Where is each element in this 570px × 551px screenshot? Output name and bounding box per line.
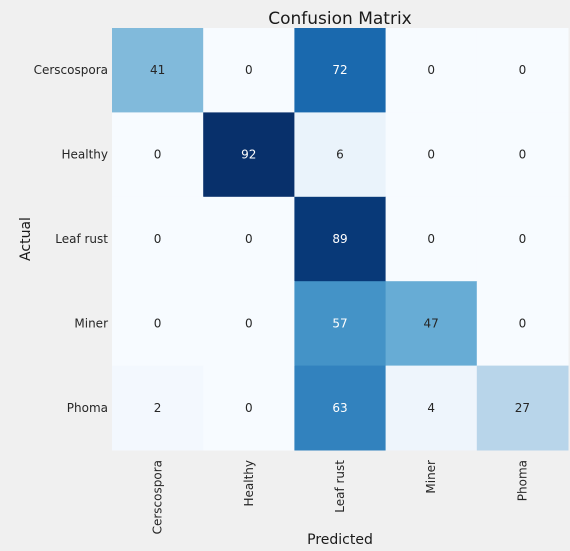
cell-value-label: 0: [519, 316, 527, 330]
y-tick-label: Healthy: [61, 148, 108, 162]
y-tick-label: Cerscospora: [34, 63, 108, 77]
y-tick-labels: Cerscospora Healthy Leaf rust Miner Phoma: [34, 63, 109, 415]
heatmap-cell: [294, 281, 387, 367]
cell-value-label: 89: [332, 232, 347, 246]
y-axis-title: Actual: [18, 217, 34, 261]
cell-value-label: 0: [427, 63, 435, 77]
heatmap-cell: [294, 196, 387, 282]
x-tick-label: Leaf rust: [333, 460, 347, 513]
cell-value-label: 47: [424, 316, 439, 330]
heatmap-cell: [385, 365, 478, 451]
heatmap-cell: [203, 196, 295, 282]
cell-value-label: 0: [245, 401, 253, 415]
heatmap-cell: [476, 112, 569, 198]
heatmap-cell: [385, 281, 478, 367]
cell-value-label: 57: [332, 316, 347, 330]
heatmap-cell: [385, 112, 478, 198]
cell-value-label: 0: [519, 232, 527, 246]
heatmap-cell: [203, 112, 295, 198]
heatmap-cell: [476, 28, 569, 113]
heatmap-cell: [112, 196, 204, 282]
y-tick-label: Leaf rust: [55, 232, 108, 246]
y-tick-label: Miner: [74, 316, 108, 330]
heatmap-cell: [112, 281, 204, 367]
cell-value-label: 0: [154, 316, 162, 330]
cell-value-label: 0: [154, 232, 162, 246]
heatmap-cell-labels: 41 0 72 0 0 0 92 6 0 0 0 0 89 0 0 0 0 57 47 0 2 0 63 4 27: [150, 63, 530, 415]
heatmap-cell: [294, 112, 387, 198]
cell-value-label: 0: [427, 148, 435, 162]
y-tick-label: Phoma: [67, 401, 108, 415]
chart-title: Confusion Matrix: [268, 9, 412, 29]
heatmap-cell: [476, 196, 569, 282]
cell-value-label: 63: [332, 401, 347, 415]
cell-value-label: 6: [336, 148, 344, 162]
cell-value-label: 41: [150, 63, 165, 77]
cell-value-label: 0: [245, 232, 253, 246]
heatmap-cell: [476, 365, 569, 451]
cell-value-label: 0: [245, 63, 253, 77]
heatmap-cell: [203, 365, 295, 451]
cell-value-label: 0: [519, 148, 527, 162]
x-tick-label: Cerscospora: [151, 460, 165, 534]
x-tick-labels: Cerscospora Healthy Leaf rust Miner Phoma: [151, 460, 530, 535]
heatmap-cell: [294, 28, 387, 113]
cell-value-label: 0: [154, 148, 162, 162]
heatmap-cell: [294, 365, 387, 451]
cell-value-label: 27: [515, 401, 530, 415]
cell-value-label: 0: [519, 63, 527, 77]
heatmap-cells: [112, 28, 569, 451]
cell-value-label: 2: [154, 401, 162, 415]
heatmap-cell: [385, 196, 478, 282]
heatmap-cell: [203, 281, 295, 367]
heatmap-cell: [112, 28, 204, 113]
heatmap-cell: [203, 28, 295, 113]
x-tick-label: Phoma: [515, 460, 529, 501]
heatmap-cell: [385, 28, 478, 113]
heatmap-cell: [112, 112, 204, 198]
heatmap-cell: [476, 281, 569, 367]
heatmap-cell: [112, 365, 204, 451]
cell-value-label: 72: [332, 63, 347, 77]
cell-value-label: 92: [241, 148, 256, 162]
cell-value-label: 0: [245, 316, 253, 330]
cell-value-label: 0: [427, 232, 435, 246]
x-tick-label: Miner: [424, 460, 438, 494]
x-tick-label: Healthy: [242, 460, 256, 507]
x-axis-title: Predicted: [307, 532, 373, 548]
cell-value-label: 4: [427, 401, 435, 415]
